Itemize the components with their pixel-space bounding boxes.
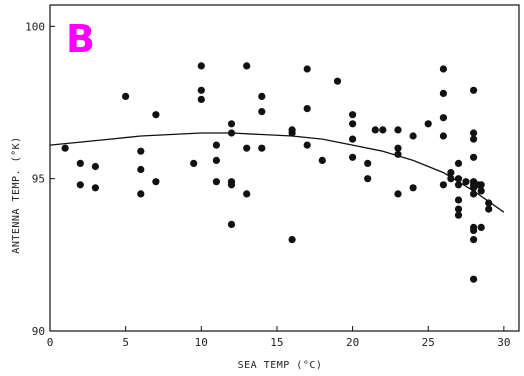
data-point [318, 156, 326, 164]
data-point [477, 181, 485, 189]
data-point [349, 111, 357, 119]
panel-letter: B [66, 17, 95, 61]
data-point [379, 126, 387, 134]
data-point [439, 89, 447, 97]
data-point [303, 65, 311, 73]
data-point [454, 211, 463, 219]
x-tick-label: 30 [497, 336, 510, 349]
data-point [91, 162, 99, 171]
data-point [227, 220, 236, 228]
data-point [227, 129, 236, 137]
y-tick-label: 90 [32, 325, 45, 338]
data-point [439, 65, 447, 73]
data-point [137, 190, 145, 198]
data-point [288, 236, 296, 244]
data-point [349, 135, 357, 143]
data-point [227, 181, 236, 189]
plot-frame [49, 4, 520, 332]
x-tick-label: 20 [346, 336, 359, 349]
data-point [76, 159, 84, 167]
data-point [462, 178, 470, 186]
data-point [470, 236, 478, 244]
data-point [454, 175, 463, 183]
data-point [485, 199, 493, 207]
data-point [454, 159, 463, 167]
data-point [137, 165, 145, 174]
data-point [470, 275, 478, 283]
data-point [409, 132, 417, 140]
fit-curve-layer [49, 132, 505, 213]
data-point [197, 62, 205, 70]
data-point [439, 132, 447, 140]
data-point [364, 159, 372, 167]
data-point [470, 129, 478, 137]
x-tick-label: 15 [270, 336, 283, 349]
data-point [349, 153, 357, 161]
data-point [371, 126, 379, 134]
data-point [485, 205, 493, 213]
x-tick-label: 0 [47, 336, 54, 349]
data-point [91, 184, 99, 192]
y-tick-label: 95 [32, 173, 45, 186]
data-point [303, 105, 311, 113]
data-point [439, 181, 447, 189]
data-point [258, 92, 266, 100]
fit-curve [49, 132, 505, 213]
data-point [477, 223, 485, 231]
x-axis-label: SEA TEMP (°C) [238, 360, 323, 371]
data-point [394, 144, 402, 152]
data-point [137, 147, 145, 155]
data-point [258, 144, 266, 152]
y-tick-label: 100 [25, 20, 45, 33]
data-point [447, 175, 455, 183]
data-point [61, 144, 69, 152]
data-point [212, 156, 220, 164]
data-point [152, 111, 160, 119]
data-point [394, 150, 402, 158]
data-point [477, 187, 485, 195]
data-points [61, 62, 493, 283]
x-tick-label: 10 [195, 336, 208, 349]
y-axis-label: ANTENNA TEMP. (°K) [11, 136, 22, 253]
data-point [288, 129, 296, 137]
data-point [447, 169, 455, 177]
data-point [122, 92, 130, 100]
data-point [197, 95, 205, 103]
data-point [470, 190, 478, 198]
x-tick-label: 5 [122, 336, 129, 349]
data-point [197, 86, 205, 94]
data-point [190, 159, 198, 167]
data-point [76, 181, 84, 189]
data-point [470, 153, 478, 161]
data-point [349, 120, 357, 128]
y-axis-ticks: 90 95 100 [25, 20, 55, 338]
data-point [470, 135, 478, 143]
data-point [470, 226, 478, 235]
data-point [454, 181, 463, 189]
data-point [243, 144, 251, 152]
x-tick-label: 25 [422, 336, 435, 349]
data-point [227, 120, 236, 128]
data-point [394, 126, 402, 134]
data-point [454, 196, 463, 204]
data-point [470, 86, 478, 94]
data-point [454, 205, 463, 213]
data-point [394, 190, 402, 198]
data-point [212, 178, 220, 186]
data-point [364, 175, 372, 183]
data-point [212, 141, 220, 149]
data-point [258, 108, 266, 116]
data-point [424, 120, 432, 128]
data-point [439, 114, 447, 122]
data-point [303, 141, 311, 149]
data-point [152, 178, 160, 186]
data-point [243, 190, 251, 198]
data-point [409, 184, 417, 192]
data-point [333, 77, 342, 85]
data-point [243, 62, 251, 70]
x-axis-ticks: 0 5 10 15 20 25 30 [47, 326, 510, 349]
